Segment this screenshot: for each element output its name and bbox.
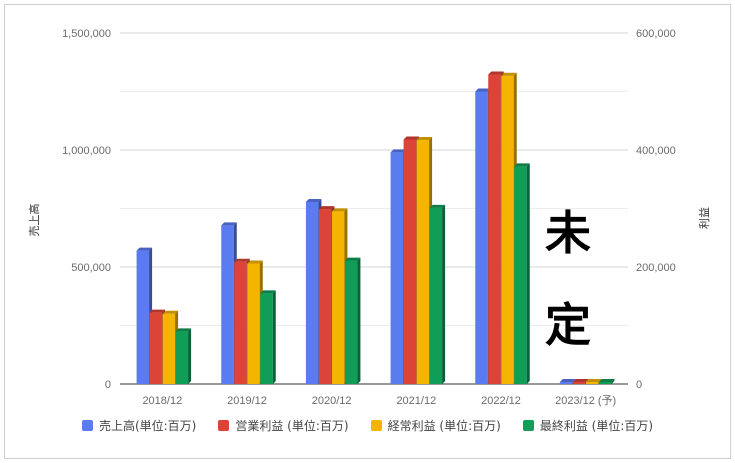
y-right-tick-label: 400,000 bbox=[636, 145, 676, 157]
bar-top bbox=[247, 260, 263, 264]
bar-face bbox=[488, 74, 501, 384]
undetermined-label-1: 未 bbox=[545, 206, 591, 260]
chart-legend: 売上高(単位:百万) 営業利益 (単位:百万) 経常利益 (単位:百万) 最終利益 (… bbox=[0, 417, 735, 434]
legend-item[interactable]: 最終利益 (単位:百万) bbox=[522, 417, 654, 434]
legend-label: 営業利益 (単位:百万) bbox=[235, 419, 349, 433]
y-left-tick-label: 0 bbox=[105, 379, 111, 391]
bar-face bbox=[149, 312, 163, 384]
undetermined-label-2: 定 bbox=[545, 298, 591, 352]
legend-label: 最終利益 (単位:百万) bbox=[539, 419, 654, 433]
bar-face bbox=[475, 91, 488, 384]
x-tick-label: 2020/12 bbox=[312, 395, 352, 407]
bar-face bbox=[331, 211, 345, 384]
x-tick-label: 2022/12 bbox=[481, 395, 521, 407]
bar-face bbox=[234, 261, 247, 384]
bar-top bbox=[403, 136, 420, 140]
bar-face bbox=[221, 225, 234, 384]
bar-face bbox=[390, 152, 404, 384]
legend-swatch bbox=[81, 420, 93, 431]
bar bbox=[598, 379, 615, 384]
y-left-axis-title: 売上高 bbox=[27, 204, 41, 237]
bar-top bbox=[318, 206, 335, 210]
bar-top bbox=[136, 247, 153, 251]
legend-swatch bbox=[218, 420, 230, 431]
bar-top bbox=[475, 88, 491, 92]
bar-face bbox=[318, 209, 332, 384]
bar-side bbox=[357, 257, 361, 384]
legend-item[interactable]: 売上高(単位:百万) bbox=[81, 417, 197, 434]
bar-side bbox=[272, 290, 276, 384]
y-right-tick-label: 600,000 bbox=[636, 28, 676, 40]
bar-face bbox=[247, 263, 260, 384]
bar-face bbox=[136, 250, 150, 384]
legend-label: 経常利益 (単位:百万) bbox=[387, 419, 501, 433]
bar-side bbox=[526, 163, 530, 384]
legend-item[interactable]: 経常利益 (単位:百万) bbox=[370, 417, 501, 434]
legend-swatch bbox=[522, 420, 534, 431]
y-right-tick-label: 200,000 bbox=[636, 262, 676, 274]
bar-face bbox=[403, 139, 417, 384]
bar-face bbox=[501, 75, 514, 384]
bar-face bbox=[305, 201, 319, 384]
bar-top bbox=[598, 379, 615, 382]
bar-face bbox=[514, 166, 527, 384]
bar-top bbox=[514, 163, 530, 167]
bar-top bbox=[234, 258, 250, 262]
bar-face bbox=[344, 260, 358, 384]
y-left-tick-label: 1,500,000 bbox=[62, 28, 111, 40]
bar-face bbox=[559, 382, 573, 384]
bar bbox=[429, 204, 446, 384]
bar-top bbox=[572, 379, 589, 382]
bar-face bbox=[416, 140, 430, 384]
legend-label: 売上高(単位:百万) bbox=[98, 419, 197, 433]
x-tick-label: 2021/12 bbox=[396, 395, 436, 407]
bar-top bbox=[162, 310, 179, 314]
x-tick-label: 2018/12 bbox=[142, 395, 182, 407]
legend-item[interactable]: 営業利益 (単位:百万) bbox=[218, 417, 349, 434]
bar-top bbox=[149, 309, 166, 313]
bar-face bbox=[585, 382, 599, 384]
bar-side bbox=[442, 204, 446, 384]
y-left-tick-label: 1,000,000 bbox=[62, 145, 111, 157]
legend-swatch bbox=[370, 420, 382, 431]
bar-face bbox=[175, 331, 189, 384]
bar-face bbox=[598, 382, 612, 384]
bar bbox=[514, 163, 530, 384]
bar-face bbox=[260, 293, 273, 384]
bar-top bbox=[331, 208, 348, 212]
x-tick-label: 2023/12 (予) bbox=[555, 394, 616, 407]
bar-face bbox=[429, 207, 443, 384]
bar-top bbox=[221, 222, 237, 226]
bar bbox=[260, 290, 276, 384]
bar-side bbox=[188, 328, 192, 384]
bar-top bbox=[501, 72, 517, 76]
bar-top bbox=[260, 290, 276, 294]
bar bbox=[175, 328, 192, 384]
y-right-tick-label: 0 bbox=[636, 379, 642, 391]
bar-top bbox=[344, 257, 361, 261]
bar-top bbox=[585, 379, 602, 382]
bar-top bbox=[488, 71, 504, 75]
bar-side bbox=[611, 379, 615, 384]
y-left-tick-label: 500,000 bbox=[71, 262, 111, 274]
y-right-axis-title: 利益 bbox=[697, 207, 711, 229]
x-tick-label: 2019/12 bbox=[227, 395, 267, 407]
bar-top bbox=[390, 149, 407, 153]
bar bbox=[344, 257, 361, 384]
bar-top bbox=[429, 204, 446, 208]
bar-top bbox=[305, 198, 322, 202]
bar-face bbox=[162, 313, 176, 384]
bar-top bbox=[416, 137, 433, 141]
bar-top bbox=[559, 379, 576, 382]
bar-face bbox=[572, 382, 586, 384]
bar-top bbox=[175, 328, 192, 332]
